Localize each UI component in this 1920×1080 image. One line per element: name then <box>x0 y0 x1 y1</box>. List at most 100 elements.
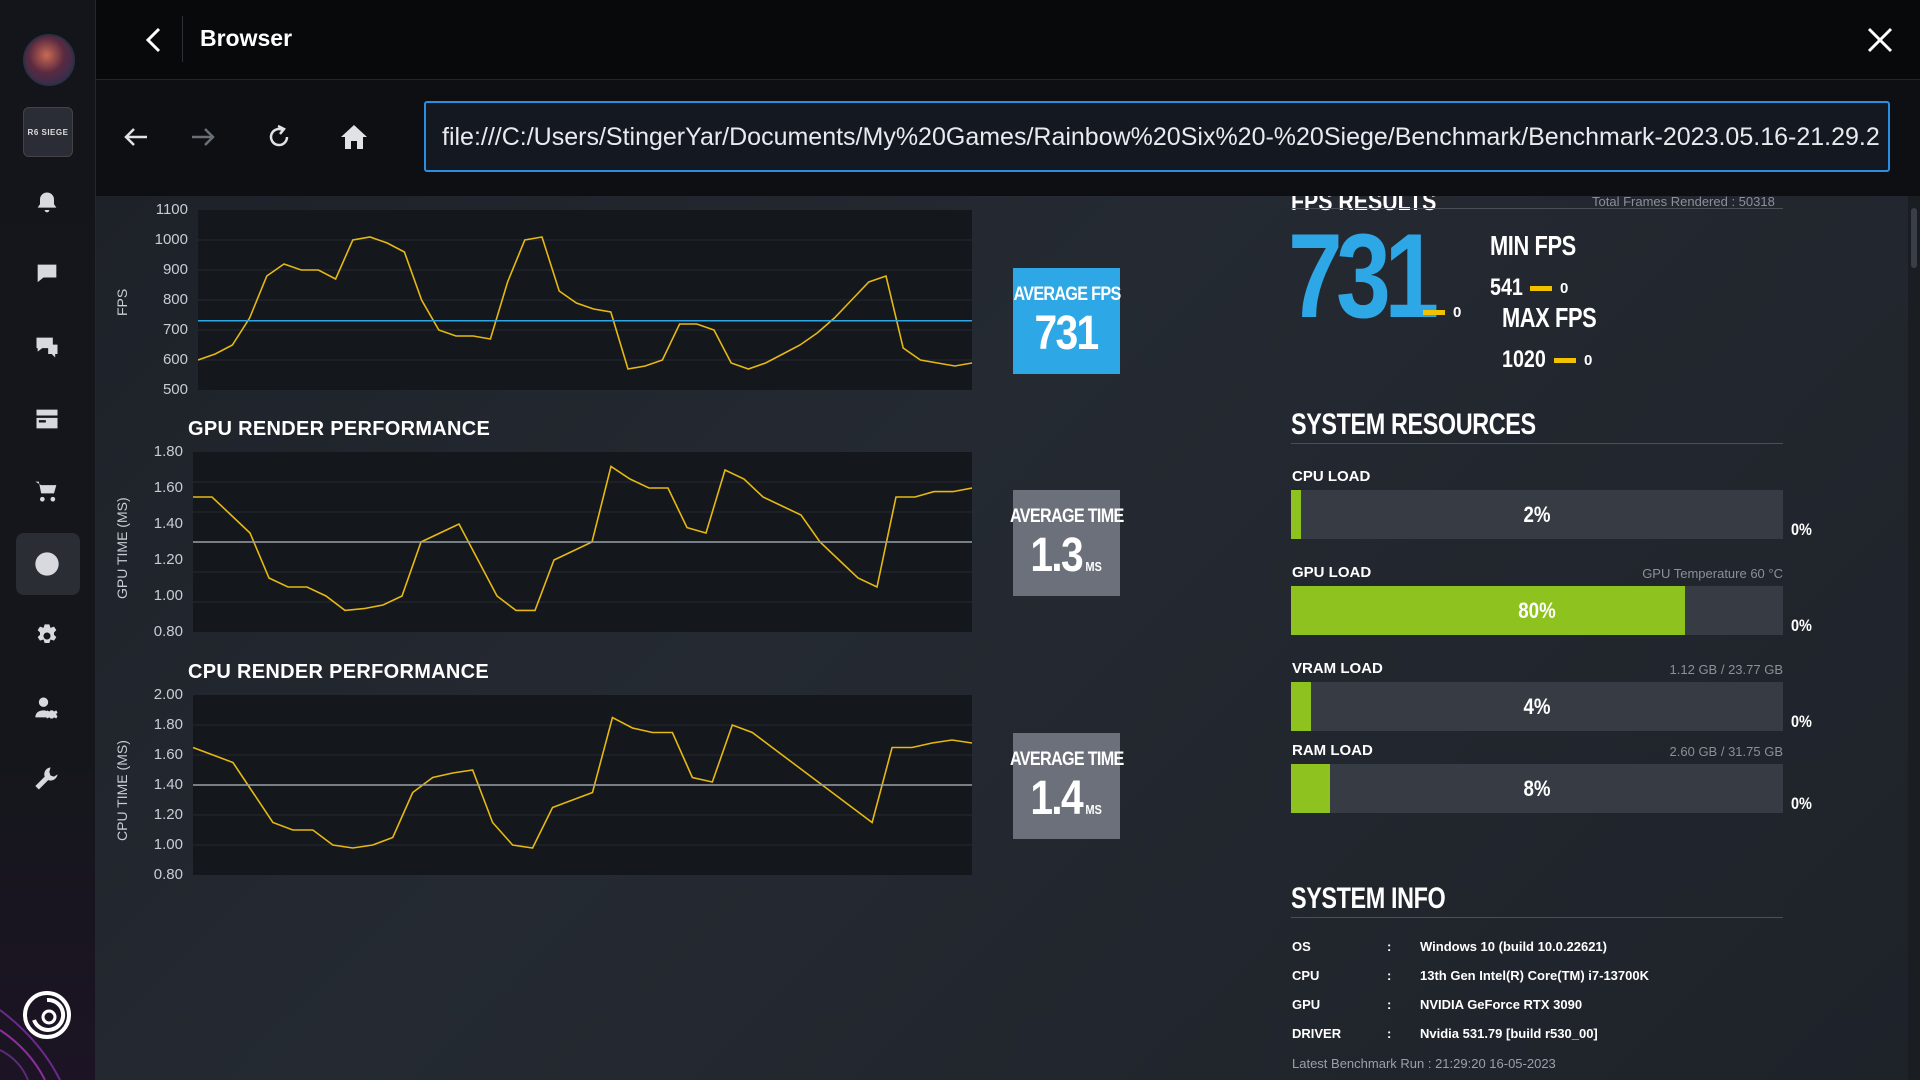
chart-series-line <box>192 716 973 849</box>
gear-icon[interactable] <box>28 617 66 655</box>
ubisoft-logo <box>23 991 71 1039</box>
cpu-chart <box>192 695 973 875</box>
system-info-key: GPU <box>1292 997 1321 1012</box>
y-tick-label: 1.40 <box>153 776 183 793</box>
delta-bar-icon <box>1423 310 1445 315</box>
average-gpu-time-unit: MS <box>1085 559 1103 574</box>
system-info-colon: : <box>1387 968 1392 983</box>
fps-chart-ylabel: FPS <box>114 288 130 316</box>
fps-chart <box>197 210 973 390</box>
average-fps-big: 731 <box>1288 209 1439 343</box>
y-tick-label: 1.40 <box>153 515 183 532</box>
bell-icon[interactable] <box>28 184 66 222</box>
min-fps-delta: 0 <box>1530 280 1568 297</box>
gpu-chart <box>193 452 973 632</box>
address-bar[interactable]: file:///C:/Users/StingerYar/Documents/My… <box>424 101 1890 172</box>
y-tick-label: 2.00 <box>153 686 183 703</box>
address-bar-url: file:///C:/Users/StingerYar/Documents/My… <box>442 123 1880 151</box>
browser-nav-bar: file:///C:/Users/StingerYar/Documents/My… <box>96 80 1920 195</box>
y-tick-label: 0.80 <box>153 623 183 640</box>
resource-label: CPU LOAD <box>1292 468 1371 485</box>
average-fps-delta: 0 <box>1423 304 1461 321</box>
average-fps-delta-value: 0 <box>1453 304 1462 321</box>
resource-percent: 4% <box>1523 694 1551 719</box>
y-tick-label: 800 <box>162 291 188 308</box>
delta-bar-icon <box>1530 286 1552 291</box>
y-tick-label: 1.00 <box>153 836 183 853</box>
cpu-chart-ylabel: CPU TIME (MS) <box>114 740 130 841</box>
min-fps-value: 541 <box>1490 274 1523 301</box>
resource-info: 2.60 GB / 31.75 GB <box>1669 744 1783 759</box>
cart-icon[interactable] <box>28 472 66 510</box>
title-separator <box>182 16 183 62</box>
wrench-icon[interactable] <box>28 760 66 798</box>
decorative-swirl <box>0 1009 61 1080</box>
home-icon[interactable] <box>333 116 375 158</box>
y-tick-label: 900 <box>162 261 188 278</box>
resource-percent: 80% <box>1518 598 1556 623</box>
game-tile[interactable]: R6 SIEGE <box>23 107 73 157</box>
y-tick-label: 1.60 <box>153 479 183 496</box>
system-info-key: DRIVER <box>1292 1026 1342 1041</box>
avatar[interactable] <box>23 34 75 86</box>
min-fps-delta-value: 0 <box>1560 280 1569 297</box>
y-tick-label: 0.80 <box>153 866 183 883</box>
system-info-colon: : <box>1387 1026 1392 1041</box>
benchmark-page[interactable]: FPS 1100 1000 900 800 700 600 500 AVERAGE FPS … <box>96 196 1920 1080</box>
refresh-icon[interactable] <box>258 116 300 158</box>
cpu-chart-plot <box>192 716 973 849</box>
average-gpu-time-number: 1.3 <box>1030 529 1084 582</box>
resource-info: GPU Temperature 60 °C <box>1642 566 1783 581</box>
back-arrow-icon[interactable] <box>115 116 157 158</box>
page-scrollbar[interactable] <box>1908 196 1920 1080</box>
system-info-header: SYSTEM INFO <box>1291 882 1446 915</box>
resource-label: GPU LOAD <box>1292 564 1372 581</box>
system-resources-header: SYSTEM RESOURCES <box>1291 408 1536 441</box>
resource-delta: 0% <box>1791 520 1812 539</box>
account-settings-icon[interactable] <box>28 689 66 727</box>
resource-percent: 8% <box>1523 776 1551 801</box>
game-tile-label: R6 SIEGE <box>27 127 69 137</box>
forward-arrow-icon[interactable] <box>182 116 224 158</box>
resource-delta: 0% <box>1791 616 1812 635</box>
close-icon[interactable] <box>1860 20 1900 60</box>
sidebar: R6 SIEGE <box>0 0 96 1080</box>
max-fps-delta: 0 <box>1554 352 1592 369</box>
system-info-colon: : <box>1387 997 1392 1012</box>
scrollbar-thumb[interactable] <box>1911 208 1917 268</box>
system-info-key: CPU <box>1292 968 1320 983</box>
friends-icon[interactable] <box>28 328 66 366</box>
average-cpu-time-box: AVERAGE TIME 1.4 MS <box>1010 733 1124 839</box>
system-info-value: Windows 10 (build 10.0.22621) <box>1420 939 1607 954</box>
library-icon[interactable] <box>28 400 66 438</box>
max-fps-value: 1020 <box>1502 346 1546 373</box>
average-cpu-time-unit: MS <box>1085 802 1103 817</box>
window-title: Browser <box>200 25 293 51</box>
system-info-value: 13th Gen Intel(R) Core(TM) i7-13700K <box>1420 968 1649 983</box>
back-chevron-icon[interactable] <box>136 22 172 58</box>
resource-bar: 4% <box>1291 682 1783 731</box>
average-gpu-time-value: 1.3 MS <box>1031 532 1103 580</box>
resource-delta: 0% <box>1791 712 1812 731</box>
resource-delta: 0% <box>1791 794 1812 813</box>
max-fps-label: MAX FPS <box>1502 302 1597 333</box>
chat-icon[interactable] <box>28 255 66 293</box>
resource-label: RAM LOAD <box>1292 742 1373 759</box>
y-tick-label: 1.80 <box>153 716 183 733</box>
resource-percent: 2% <box>1523 502 1551 527</box>
chart-series-line <box>197 236 973 370</box>
system-info-value: NVIDIA GeForce RTX 3090 <box>1420 997 1583 1012</box>
average-cpu-time-label: AVERAGE TIME <box>1009 749 1124 770</box>
y-tick-label: 600 <box>162 351 188 368</box>
fps-chart-plot <box>197 236 973 370</box>
y-tick-label: 1.20 <box>153 806 183 823</box>
gpu-chart-ylabel: GPU TIME (MS) <box>114 497 130 599</box>
resource-bar: 2% <box>1291 490 1783 539</box>
resource-bar-fill <box>1291 490 1301 539</box>
y-tick-label: 500 <box>162 381 188 398</box>
delta-bar-icon <box>1554 358 1576 363</box>
system-resources-rule <box>1291 443 1783 444</box>
system-info-colon: : <box>1387 939 1392 954</box>
gpu-chart-title: GPU RENDER PERFORMANCE <box>188 418 491 440</box>
globe-icon[interactable] <box>28 545 66 583</box>
